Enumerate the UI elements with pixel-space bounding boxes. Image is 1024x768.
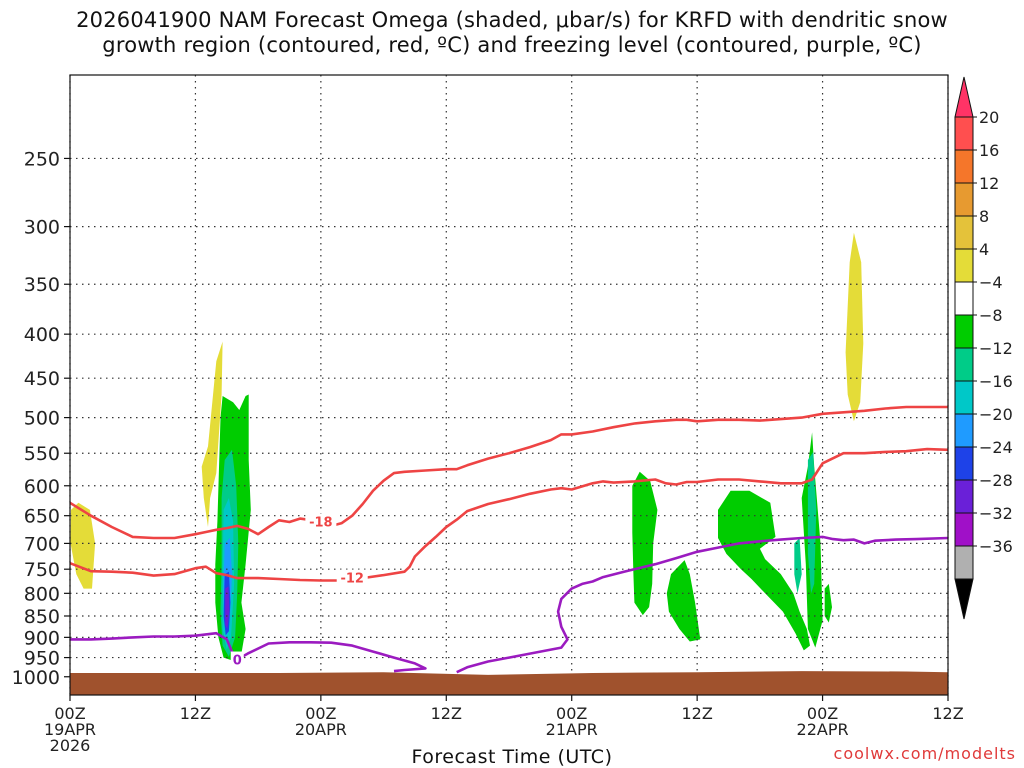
colorbar-box-8 [954, 380, 974, 415]
shade-green-minus-4-f [824, 583, 832, 623]
shade-purple-minus-24-a [225, 586, 230, 629]
contour-label-bg-dgz-minus-12 [336, 569, 368, 586]
y-tick-label-450: 450 [24, 368, 60, 390]
colorbar-top-arrow [954, 76, 974, 118]
shade-yellow-4-8-a [70, 502, 96, 589]
colorbar-label-5: −4 [979, 273, 1003, 292]
colorbar-label-2: 12 [979, 174, 999, 193]
colorbar-box-1 [954, 149, 974, 184]
plot-border [69, 74, 949, 696]
y-tick-label-400: 400 [24, 324, 60, 346]
y-tick-label-850: 850 [24, 606, 60, 628]
colorbar-label-3: 8 [979, 207, 989, 226]
contour-lines: -18 -12 0 [69, 405, 949, 674]
colorbar-label-12: −32 [979, 504, 1013, 523]
colorbar-box-4 [954, 248, 974, 283]
contour-dgz-minus-12 [69, 447, 949, 582]
title-line-2: growth region (contoured, red, ºC) and f… [102, 33, 922, 57]
colorbar-box-0 [954, 116, 974, 151]
contour-freezing-level-0-b [456, 535, 949, 674]
colorbar-label-13: −36 [979, 537, 1013, 556]
contour-label-bg-freezing-level-0 [230, 651, 244, 668]
x-tick-label-48: 00Z [556, 704, 587, 723]
y-tick-label-650: 650 [24, 506, 60, 528]
title-line-1: 2026041900 NAM Forecast Omega (shaded, μ… [76, 8, 948, 32]
colorbar-box-5 [954, 281, 974, 316]
x-tick-sublabel-72-0: 22APR [797, 720, 849, 739]
x-tick-label-24: 00Z [305, 704, 336, 723]
shade-green-minus-4-c [666, 560, 701, 642]
x-axis-title: Forecast Time (UTC) [411, 746, 613, 768]
y-tick-label-800: 800 [24, 583, 60, 605]
ground-fill [70, 671, 948, 695]
shade-teal-minus-8-e [807, 451, 817, 594]
contour-label-dgz-minus-18: -18 [309, 515, 333, 530]
shade-green-minus-4-d [718, 490, 810, 651]
shade-yellow-4-8-c [845, 232, 864, 422]
colorbar-box-12 [954, 512, 974, 547]
shade-teal-minus-8-d [794, 538, 802, 594]
plot-frame [69, 74, 949, 696]
colorbar-label-10: −24 [979, 438, 1013, 457]
colorbar-box-9 [954, 413, 974, 448]
x-tick-label-84: 12Z [932, 704, 963, 723]
y-tick-label-550: 550 [24, 443, 60, 465]
shade-yellow-4-8-b [201, 341, 223, 527]
colorbar: 20 16 12 8 4 −4 −8 −12 −16 −20 −24 −28 −32 −36 [954, 76, 1013, 620]
x-tick-label-72: 00Z [807, 704, 838, 723]
x-tick-sublabel-0-1: 2026 [50, 736, 91, 755]
colorbar-label-6: −8 [979, 306, 1003, 325]
x-tick-label-12: 12Z [180, 704, 211, 723]
contour-label-freezing-level-0: 0 [233, 654, 242, 669]
y-tick-label-350: 350 [24, 274, 60, 296]
colorbar-label-1: 16 [979, 141, 999, 160]
omega-shading [70, 232, 864, 661]
colorbar-box-2 [954, 182, 974, 217]
x-tick-label-60: 12Z [681, 704, 712, 723]
colorbar-box-13 [954, 545, 974, 580]
colorbar-box-7 [954, 347, 974, 382]
x-tick-sublabel-48-0: 21APR [546, 720, 598, 739]
colorbar-box-3 [954, 215, 974, 250]
contour-dgz-minus-18 [69, 405, 948, 540]
colorbar-label-9: −20 [979, 405, 1013, 424]
y-tick-label-950: 950 [24, 648, 60, 670]
colorbar-label-4: 4 [979, 240, 989, 259]
colorbar-box-6 [954, 314, 974, 349]
colorbar-label-0: 20 [979, 108, 999, 127]
y-tick-label-300: 300 [24, 217, 60, 239]
y-tick-label-750: 750 [24, 559, 60, 581]
contour-label-dgz-minus-12: -12 [340, 572, 364, 587]
x-tick-sublabel-0-0: 19APR [44, 720, 96, 739]
y-tick-label-600: 600 [24, 476, 60, 498]
contour-freezing-level-0 [70, 631, 427, 673]
ground-layer [70, 671, 948, 695]
contour-label-bg-dgz-minus-18 [305, 513, 337, 530]
x-tick-label-36: 12Z [431, 704, 462, 723]
y-tick-label-250: 250 [24, 148, 60, 170]
y-tick-label-700: 700 [24, 533, 60, 555]
x-tick-label-0: 00Z [54, 704, 85, 723]
colorbar-label-11: −28 [979, 471, 1013, 490]
colorbar-label-7: −12 [979, 339, 1013, 358]
y-tick-label-1000: 1000 [12, 667, 60, 689]
colorbar-label-8: −16 [979, 372, 1013, 391]
credit-link[interactable]: coolwx.com/modelts [833, 744, 1016, 763]
chart-title: 2026041900 NAM Forecast Omega (shaded, μ… [0, 8, 1024, 58]
x-tick-sublabel-24-0: 20APR [295, 720, 347, 739]
shade-green-minus-4-b [632, 471, 658, 616]
y-tick-label-500: 500 [24, 408, 60, 430]
y-tick-label-900: 900 [24, 627, 60, 649]
colorbar-box-10 [954, 446, 974, 481]
y-axis: 2503003504004505005506006507007508008509… [12, 148, 70, 689]
colorbar-box-11 [954, 479, 974, 514]
colorbar-bottom-arrow [954, 578, 974, 620]
